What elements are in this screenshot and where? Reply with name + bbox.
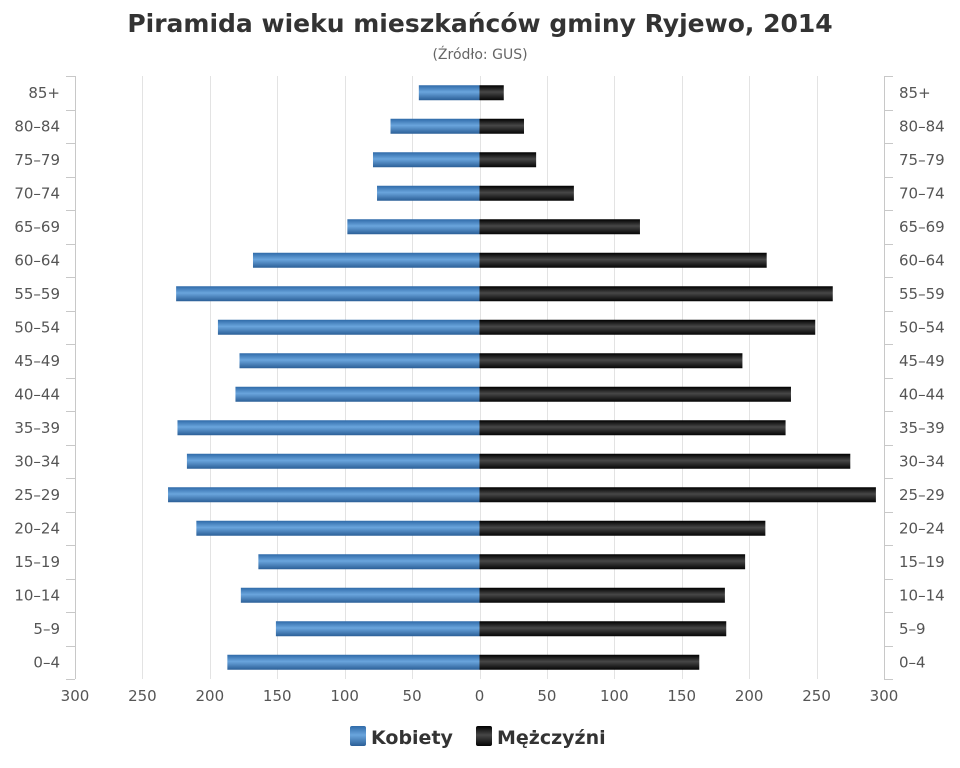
y-label-right-14: 15–19 [899,553,945,571]
x-tick-label-6: 0 [475,687,485,705]
bar-kobiety-12 [168,487,480,503]
x-tick-label-11: 250 [802,687,831,705]
x-tick-label-3: 150 [263,687,292,705]
bar-kobiety-14 [258,554,480,570]
bar-kobiety-13 [196,520,480,536]
chart-subtitle: (Źródło: GUS) [432,45,527,63]
axes: 85+ 85+ 80–84 80–84 75–79 75–79 70–74 70–74 65–6… [14,76,945,705]
bar-mezczyzni-5 [479,252,767,268]
y-label-right-9: 40–44 [899,385,945,403]
y-label-left-16: 5–9 [33,620,60,638]
y-label-left-14: 15–19 [14,553,60,571]
x-tick-label-5: 50 [403,687,422,705]
y-label-right-6: 55–59 [899,285,945,303]
bar-mezczyzni-16 [479,621,727,637]
y-label-right-0: 85+ [899,84,931,102]
legend-item-mezczyzni-label: Mężczyźni [497,727,606,749]
y-label-left-11: 30–34 [14,452,60,470]
y-label-left-5: 60–64 [14,251,60,269]
bar-mezczyzni-0 [479,85,504,101]
y-label-right-7: 50–54 [899,318,945,336]
bars [168,85,876,670]
bar-kobiety-10 [177,420,480,436]
bar-kobiety-0 [418,85,480,101]
y-label-left-12: 25–29 [14,486,60,504]
y-label-right-1: 80–84 [899,117,945,135]
x-tick-label-2: 200 [196,687,225,705]
y-label-left-2: 75–79 [14,151,60,169]
y-label-right-3: 70–74 [899,184,945,202]
y-label-left-10: 35–39 [14,419,60,437]
y-label-right-5: 60–64 [899,251,945,269]
bar-mezczyzni-2 [479,152,537,168]
bar-kobiety-7 [217,319,480,335]
legend-item-mezczyzni[interactable]: Mężczyźni [476,726,606,749]
bar-mezczyzni-13 [479,520,766,536]
x-tick-label-1: 250 [128,687,157,705]
y-label-left-13: 20–24 [14,519,60,537]
x-tick-label-10: 200 [735,687,764,705]
bar-kobiety-3 [377,185,480,201]
bar-mezczyzni-11 [479,453,851,469]
legend-item-kobiety[interactable]: Kobiety [350,726,454,749]
chart-title: Piramida wieku mieszkańców gminy Ryjewo,… [127,9,832,38]
y-label-left-3: 70–74 [14,184,60,202]
bar-kobiety-1 [390,118,480,134]
y-label-left-6: 55–59 [14,285,60,303]
bar-mezczyzni-7 [479,319,816,335]
y-label-left-17: 0–4 [33,653,60,671]
y-label-left-4: 65–69 [14,218,60,236]
bar-kobiety-8 [239,353,480,369]
y-label-right-15: 10–14 [899,586,945,604]
y-label-right-17: 0–4 [899,653,926,671]
x-tick-label-7: 50 [537,687,556,705]
y-label-left-7: 50–54 [14,318,60,336]
y-label-right-8: 45–49 [899,352,945,370]
bar-mezczyzni-14 [479,554,746,570]
bar-mezczyzni-4 [479,219,640,235]
y-label-right-2: 75–79 [899,151,945,169]
bar-kobiety-17 [227,654,480,670]
legend-item-kobiety-label: Kobiety [371,727,454,749]
y-label-left-0: 85+ [28,84,60,102]
y-label-right-13: 20–24 [899,519,945,537]
x-tick-label-8: 100 [600,687,629,705]
y-label-right-10: 35–39 [899,419,945,437]
y-label-right-16: 5–9 [899,620,926,638]
y-label-right-4: 65–69 [899,218,945,236]
bar-kobiety-9 [235,386,480,402]
x-tick-label-12: 300 [870,687,899,705]
bar-kobiety-4 [347,219,480,235]
bar-mezczyzni-9 [479,386,791,402]
bar-kobiety-15 [240,587,480,603]
y-label-right-12: 25–29 [899,486,945,504]
y-label-left-1: 80–84 [14,117,60,135]
bar-mezczyzni-1 [479,118,524,134]
bar-mezczyzni-10 [479,420,786,436]
legend[interactable]: Kobiety Mężczyźni [350,726,606,749]
bar-kobiety-11 [186,453,480,469]
bar-kobiety-2 [372,152,480,168]
bar-mezczyzni-3 [479,185,574,201]
bar-kobiety-5 [252,252,480,268]
y-label-left-9: 40–44 [14,385,60,403]
y-label-left-8: 45–49 [14,352,60,370]
bar-mezczyzni-15 [479,587,725,603]
bar-kobiety-16 [275,621,480,637]
bar-mezczyzni-17 [479,654,700,670]
bar-kobiety-6 [176,286,480,302]
bar-mezczyzni-8 [479,353,743,369]
x-tick-label-9: 150 [667,687,696,705]
x-tick-label-0: 300 [61,687,90,705]
bar-mezczyzni-12 [479,487,876,503]
y-label-right-11: 30–34 [899,452,945,470]
legend-item-kobiety-swatch [350,726,366,746]
bar-mezczyzni-6 [479,286,833,302]
legend-item-mezczyzni-swatch [476,726,492,746]
x-tick-label-4: 100 [330,687,359,705]
y-label-left-15: 10–14 [14,586,60,604]
